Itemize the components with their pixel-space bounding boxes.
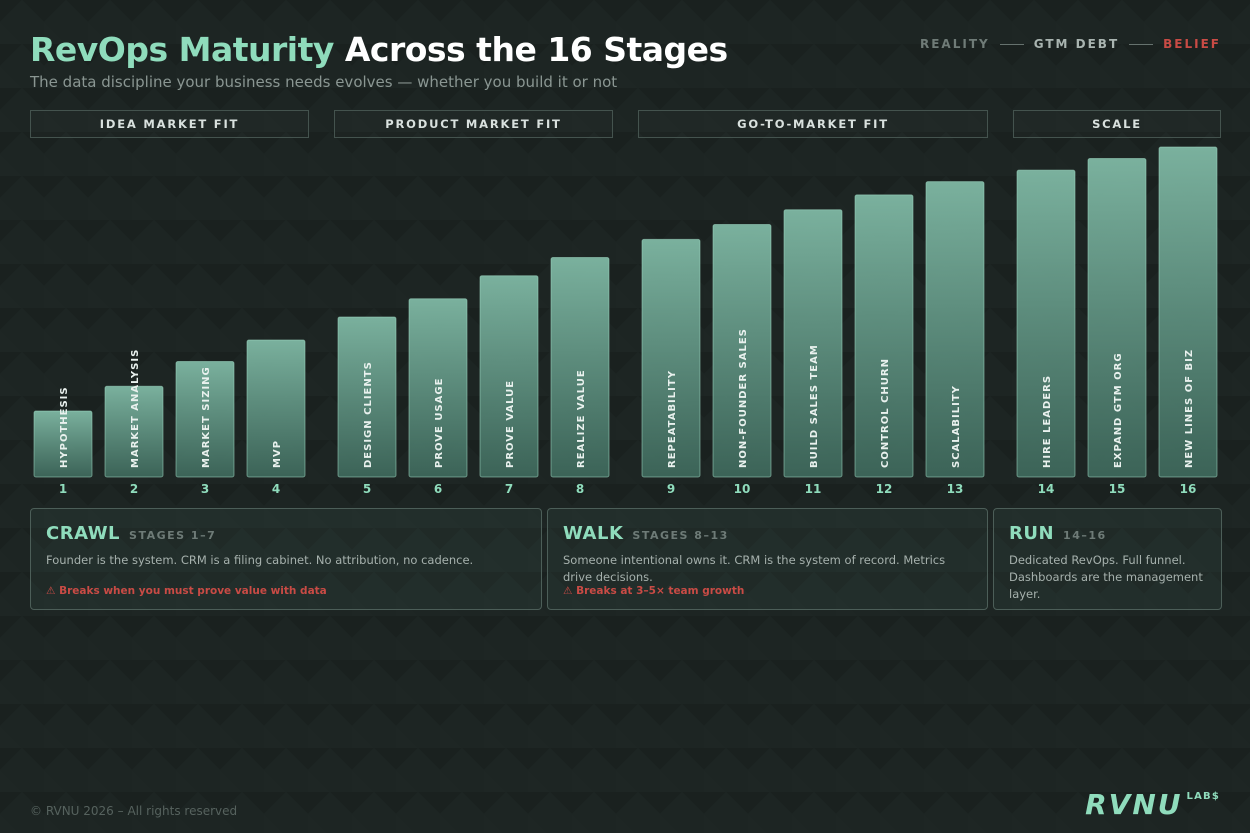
page-title: RevOps Maturity Across the 16 Stages — [30, 30, 728, 69]
phase-go-to-market-fit: GO-TO-MARKET FIT — [638, 110, 988, 138]
bar-stage-5 — [337, 316, 397, 478]
stage-number: 3 — [201, 482, 209, 496]
bar-stage-7 — [479, 275, 539, 478]
bar-label: NON-FOUNDER SALES — [738, 328, 749, 468]
stage-number: 5 — [363, 482, 371, 496]
bars-layer: HYPOTHESIS 1 MARKET ANALYSIS 2 MARKET SIZING… — [33, 146, 1218, 496]
stage-number: 8 — [576, 482, 584, 496]
legend-divider — [1129, 43, 1154, 45]
logo-wordmark: RVNU — [1085, 788, 1183, 821]
bar-stage-1 — [33, 410, 93, 478]
bar-label: EXPAND GTM ORG — [1113, 352, 1124, 468]
logo-subtext: LAB$ — [1186, 791, 1220, 802]
bar-stage-12 — [854, 194, 914, 478]
bar-label: PROVE USAGE — [434, 378, 445, 468]
page-subtitle: The data discipline your business needs … — [30, 73, 618, 91]
legend-belief: BELIEF — [1163, 37, 1221, 51]
title-accent: RevOps Maturity — [30, 30, 334, 69]
rvnu-labs-logo[interactable]: RVNU LAB$ — [1085, 788, 1220, 821]
maturity-bar-chart: HYPOTHESIS 1 MARKET ANALYSIS 2 MARKET SIZING… — [33, 146, 1218, 496]
stage-number: 12 — [876, 482, 893, 496]
stage-range: STAGES 1–7 — [129, 529, 217, 542]
bar-label: REPEATABILITY — [667, 370, 678, 468]
stage-number: 11 — [805, 482, 822, 496]
stage-name: WALK — [563, 523, 624, 544]
stage-description: Dedicated RevOps. Full funnel. Dashboard… — [1009, 553, 1203, 601]
stage-warning: ⚠ Breaks at 3–5× team growth — [563, 585, 745, 597]
stage-number: 7 — [505, 482, 513, 496]
bar-stage-14 — [1016, 169, 1076, 478]
bar-stage-4 — [246, 339, 306, 478]
stage-number: 1 — [59, 482, 67, 496]
stage-number: 6 — [434, 482, 442, 496]
bar-label: MVP — [272, 440, 283, 468]
legend: REALITY GTM DEBT BELIEF — [920, 37, 1221, 51]
stage-description: Someone intentional owns it. CRM is the … — [563, 553, 946, 584]
stage-number: 2 — [130, 482, 138, 496]
bar-label: HIRE LEADERS — [1042, 375, 1053, 468]
bar-stage-11 — [783, 209, 843, 478]
title-rest: Across the 16 Stages — [344, 30, 728, 69]
stage-name: CRAWL — [46, 523, 121, 544]
stage-number: 16 — [1180, 482, 1197, 496]
bar-stage-2 — [104, 385, 164, 478]
stage-header: CRAWL STAGES 1–7 — [46, 523, 526, 544]
legend-reality: REALITY — [919, 37, 990, 51]
stage-warning: ⚠ Breaks when you must prove value with … — [46, 585, 327, 597]
bar-stage-3 — [175, 361, 235, 478]
bar-stage-10 — [712, 224, 772, 478]
stage-range: 14–16 — [1063, 529, 1107, 542]
bar-label: CONTROL CHURN — [880, 358, 891, 468]
bar-label: BUILD SALES TEAM — [809, 344, 820, 468]
phase-scale: SCALE — [1013, 110, 1221, 138]
stage-range: STAGES 8–13 — [632, 529, 729, 542]
bar-label: SCALABILITY — [951, 385, 962, 468]
bar-label: NEW LINES OF BIZ — [1184, 349, 1195, 468]
stage-number: 13 — [947, 482, 964, 496]
stage-header: RUN 14–16 — [1009, 523, 1206, 544]
bar-label: DESIGN CLIENTS — [363, 361, 374, 468]
phase-idea-market-fit: IDEA MARKET FIT — [30, 110, 309, 138]
bar-label: MARKET ANALYSIS — [130, 349, 141, 468]
stage-card-walk: WALK STAGES 8–13 Someone intentional own… — [547, 508, 988, 610]
stage-number: 4 — [272, 482, 280, 496]
legend-divider — [999, 43, 1024, 45]
bar-label: MARKET SIZING — [201, 366, 212, 468]
bar-label: HYPOTHESIS — [59, 386, 70, 468]
stage-number: 10 — [734, 482, 751, 496]
bar-stage-16 — [1158, 146, 1218, 478]
stage-card-crawl: CRAWL STAGES 1–7 Founder is the system. … — [30, 508, 542, 610]
bar-stage-13 — [925, 181, 985, 478]
stage-name: RUN — [1009, 523, 1055, 544]
legend-gtm-debt: GTM DEBT — [1033, 37, 1120, 51]
bar-label: PROVE VALUE — [505, 380, 516, 468]
phase-product-market-fit: PRODUCT MARKET FIT — [334, 110, 613, 138]
bar-stage-9 — [641, 238, 701, 478]
stage-number: 15 — [1109, 482, 1126, 496]
stage-number: 14 — [1038, 482, 1055, 496]
stage-header: WALK STAGES 8–13 — [563, 523, 972, 544]
bar-stage-15 — [1087, 158, 1147, 478]
bar-label: REALIZE VALUE — [576, 369, 587, 468]
bar-stage-8 — [550, 257, 610, 478]
stage-number: 9 — [667, 482, 675, 496]
footer-copyright: © RVNU 2026 – All rights reserved — [30, 804, 238, 818]
bar-stage-6 — [408, 298, 468, 478]
stage-card-run: RUN 14–16 Dedicated RevOps. Full funnel.… — [993, 508, 1222, 610]
stage-description: Founder is the system. CRM is a filing c… — [46, 553, 474, 567]
